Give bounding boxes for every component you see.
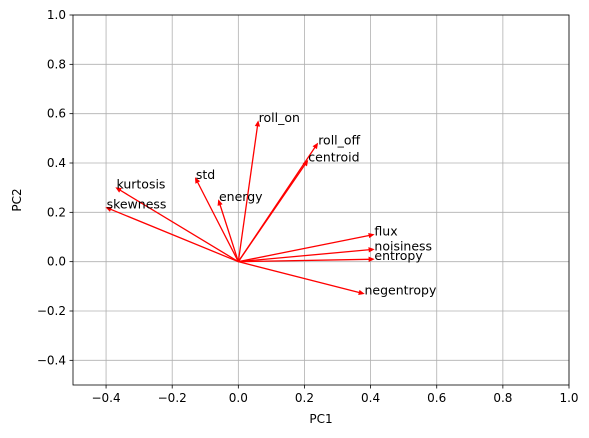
vector-energy: energy — [217, 189, 263, 262]
vector-label: std — [196, 167, 215, 182]
vector-shaft — [119, 189, 239, 263]
vector-label: negentropy — [364, 283, 437, 298]
y-tick-label: 0.2 — [47, 205, 66, 219]
x-tick-label: 0.0 — [229, 391, 248, 405]
vector-arrowhead — [105, 206, 112, 212]
plot-frame — [72, 14, 570, 386]
y-tick-label: 0.8 — [47, 57, 66, 71]
vector-label: entropy — [374, 248, 423, 263]
vector-label: kurtosis — [116, 177, 165, 192]
y-tick-label: 0.0 — [47, 255, 66, 269]
vector-shaft — [237, 125, 259, 262]
vector-label: roll_off — [318, 132, 360, 147]
x-tick-label: 0.2 — [295, 391, 314, 405]
vector-arrowhead — [358, 289, 365, 295]
vector-arrowhead — [312, 142, 319, 150]
x-tick-label: 0.6 — [427, 391, 446, 405]
vector-centroid: centroid — [237, 150, 360, 263]
vector-label: centroid — [308, 150, 359, 165]
y-tick-label: 0.4 — [47, 156, 66, 170]
ticks: −0.4 −0.2 0.0 0.2 0.4 0.6 0.8 1.0 −0.4 −0.2 0.0 0.2… — [37, 8, 579, 405]
vector-kurtosis: kurtosis — [115, 177, 239, 263]
vector-arrowhead — [368, 247, 375, 253]
vector-shaft — [238, 249, 369, 263]
vector-shaft — [219, 204, 239, 262]
vector-arrowhead — [115, 187, 122, 193]
vector-arrowhead — [254, 120, 261, 127]
vector-noisiness: noisiness — [238, 238, 432, 263]
vector-label: skewness — [107, 196, 167, 211]
vector-label: noisiness — [374, 238, 432, 253]
vector-flux: flux — [238, 224, 398, 263]
vector-arrowhead — [302, 159, 309, 167]
vector-shaft — [238, 234, 370, 263]
vector-arrowhead — [368, 256, 375, 262]
loading-vectors: roll_on roll_off centroid std kurtosis skewne… — [105, 110, 437, 298]
vector-std: std — [195, 167, 239, 262]
y-tick-label: 0.6 — [47, 107, 66, 121]
vector-shaft — [237, 164, 306, 263]
x-tick-label: −0.4 — [91, 391, 120, 405]
y-tick-label: 1.0 — [47, 8, 66, 22]
vector-entropy: entropy — [238, 248, 423, 263]
vector-shaft — [110, 208, 239, 263]
vector-arrowhead — [195, 177, 201, 184]
vector-arrowhead — [368, 232, 375, 239]
y-tick-label: −0.4 — [37, 353, 66, 367]
vector-negentropy: negentropy — [238, 261, 437, 298]
vector-label: flux — [374, 224, 397, 239]
x-tick-label: 0.4 — [361, 391, 380, 405]
vector-shaft — [238, 258, 369, 263]
vector-shaft — [238, 261, 360, 294]
vector-roll-on: roll_on — [237, 110, 300, 262]
y-tick-label: −0.2 — [37, 304, 66, 318]
x-tick-label: 0.8 — [493, 391, 512, 405]
vector-skewness: skewness — [105, 196, 239, 263]
vector-label: energy — [219, 189, 263, 204]
x-tick-label: −0.2 — [158, 391, 187, 405]
y-axis-label: PC2 — [10, 188, 24, 211]
vector-shaft — [197, 181, 239, 262]
x-tick-label: 1.0 — [559, 391, 578, 405]
vector-arrowhead — [217, 199, 223, 206]
x-axis-label: PC1 — [309, 412, 332, 426]
vector-label: roll_on — [259, 110, 300, 125]
